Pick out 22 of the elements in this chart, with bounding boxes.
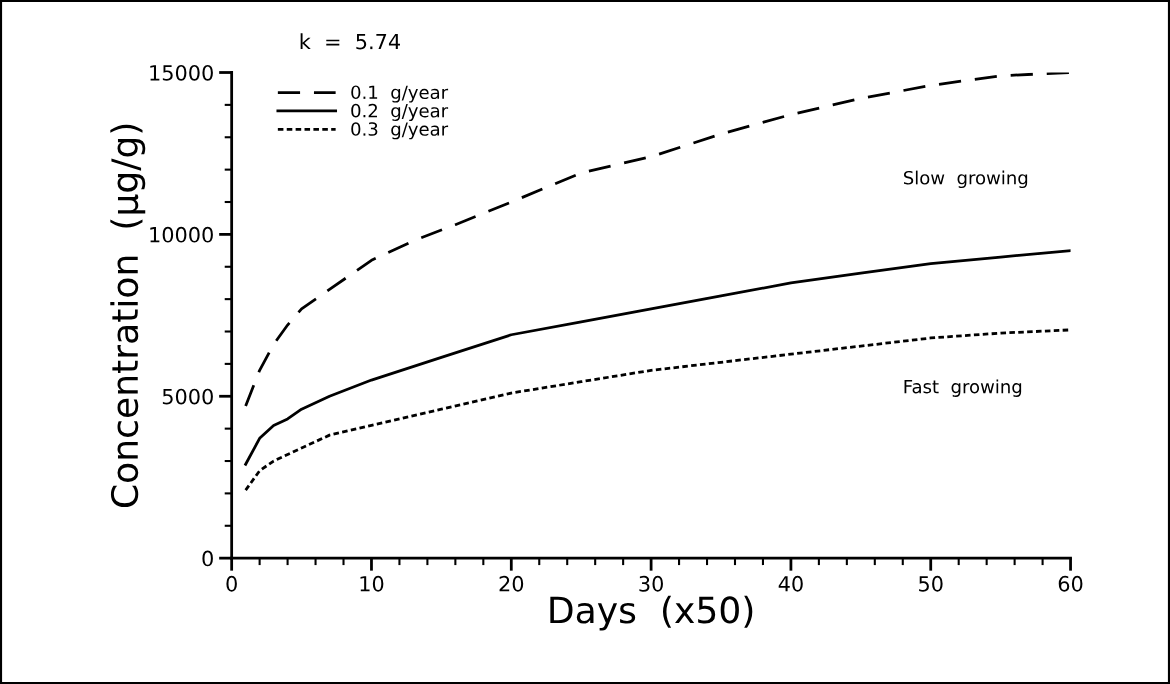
line-series <box>244 328 1071 492</box>
x-tick-label: 30 <box>639 575 663 592</box>
x-axis-title: Days (x50) <box>550 595 753 631</box>
x-tick-label: 10 <box>360 575 384 592</box>
annotation: Fast growing <box>904 379 1022 397</box>
y-tick-label: 5000 <box>162 388 213 405</box>
x-tick-label: 20 <box>499 575 524 592</box>
x-tick-label: 50 <box>919 575 943 592</box>
line-series <box>244 72 1071 408</box>
text: k = 5.74 <box>300 33 400 50</box>
y-tick-label: 15000 <box>150 64 213 81</box>
y-axis-title: Concentration (μg/g) <box>110 124 146 508</box>
legend-label: 0.2 g/year <box>351 103 449 121</box>
x-tick-label: 0 <box>226 575 237 592</box>
annotation: Slow growing <box>903 170 1028 189</box>
y-tick-label: 0 <box>202 550 213 567</box>
x-tick-label: 60 <box>1058 575 1083 592</box>
legend-label: 0.3 g/year <box>351 122 449 140</box>
line-series <box>244 249 1071 466</box>
x-tick-label: 40 <box>778 575 803 592</box>
legend-label: 0.1 g/year <box>351 85 449 103</box>
y-tick-label: 10000 <box>150 226 213 243</box>
